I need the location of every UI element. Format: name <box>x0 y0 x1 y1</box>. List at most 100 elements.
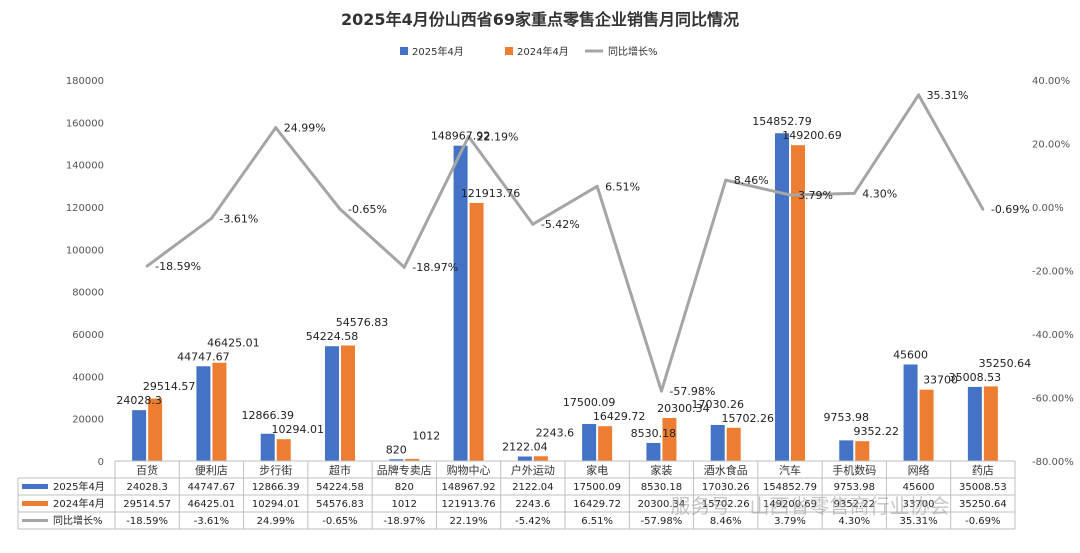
table-cell-0-0: 24028.3 <box>126 482 167 493</box>
bar-2025-11 <box>839 440 854 461</box>
bar-2024-5 <box>469 202 484 461</box>
legend-label-1: 2024年4月 <box>517 45 569 58</box>
growth-point-5 <box>467 135 471 139</box>
bar-2024-0 <box>148 398 163 461</box>
category-label-8: 家装 <box>650 463 672 477</box>
left-tick-label: 160000 <box>66 118 104 129</box>
table-cell-2-4: -18.97% <box>383 516 425 527</box>
table-cell-0-6: 2122.04 <box>512 482 553 493</box>
left-tick-label: 100000 <box>66 245 104 256</box>
bar-label-2024-2: 10294.01 <box>271 423 324 436</box>
bar-2024-2 <box>276 439 291 461</box>
category-label-12: 网络 <box>908 463 930 477</box>
bar-label-2025-3: 54224.58 <box>306 330 359 343</box>
growth-label-13: -0.69% <box>991 203 1030 216</box>
category-label-2: 步行街 <box>259 463 292 477</box>
table-cell-1-1: 46425.01 <box>188 499 236 510</box>
bar-label-2025-9: 17030.26 <box>691 398 744 411</box>
category-label-1: 便利店 <box>195 463 228 477</box>
left-tick-label: 20000 <box>72 415 104 426</box>
category-label-0: 百货 <box>136 463 158 477</box>
bar-2025-4 <box>389 459 404 461</box>
bar-2024-10 <box>791 145 805 461</box>
growth-label-10: 3.79% <box>798 189 833 202</box>
growth-point-11 <box>852 191 856 195</box>
table-cell-0-3: 54224.58 <box>316 482 364 493</box>
growth-line <box>145 93 985 393</box>
table-cell-1-7: 16429.72 <box>573 499 621 510</box>
bar-label-2024-12: 33700 <box>923 374 958 387</box>
table-row-header-2: 同比增长% <box>53 514 103 527</box>
growth-label-4: -18.97% <box>412 261 458 274</box>
table-cell-2-11: 4.30% <box>838 516 870 527</box>
bar-2024-12 <box>919 389 934 461</box>
bar-2024-8 <box>662 418 677 461</box>
bar-2025-8 <box>646 442 661 461</box>
growth-label-9: 8.46% <box>734 174 769 187</box>
growth-point-2 <box>274 126 278 130</box>
growth-label-5: 22.19% <box>477 131 519 144</box>
table-cell-1-2: 10294.01 <box>252 499 300 510</box>
growth-label-0: -18.59% <box>155 260 201 273</box>
growth-label-8: -57.98% <box>669 385 715 398</box>
table-cell-0-4: 820 <box>395 482 414 493</box>
table-cell-1-12: 33700 <box>903 499 935 510</box>
bar-label-2025-7: 17500.09 <box>563 396 616 409</box>
bar-2025-5 <box>453 145 468 461</box>
table-cell-0-5: 148967.92 <box>442 482 496 493</box>
bar-2024-7 <box>598 426 613 461</box>
growth-point-3 <box>338 207 342 211</box>
growth-label-12: 35.31% <box>927 89 969 102</box>
growth-point-13 <box>981 207 985 211</box>
bar-2025-12 <box>903 364 918 461</box>
bar-2025-6 <box>517 456 532 461</box>
bar-2024-13 <box>983 386 998 461</box>
bar-label-2024-7: 16429.72 <box>593 410 646 423</box>
data-table: 百货 便利店 步行街 超市 品牌专卖店 购物中心 户外运动 家电 家装 酒水食品 汽车 手机数码 网络 药… <box>17 460 1016 530</box>
table-cell-0-8: 8530.18 <box>641 482 682 493</box>
right-tick-label: -20.00% <box>1032 267 1074 278</box>
growth-point-6 <box>531 222 535 226</box>
bar-label-2024-0: 29514.57 <box>143 380 196 393</box>
bar-label-2025-0: 24028.3 <box>116 394 162 407</box>
bar-2025-1 <box>196 366 211 461</box>
category-label-13: 药店 <box>972 463 994 477</box>
right-tick-label: -40.00% <box>1032 330 1074 341</box>
table-cell-1-6: 2243.6 <box>515 499 550 510</box>
bar-label-2024-8: 20300.34 <box>657 402 710 415</box>
category-label-4: 品牌专卖店 <box>377 463 432 477</box>
growth-label-7: 6.51% <box>605 180 640 193</box>
left-tick-label: 120000 <box>66 203 104 214</box>
table-cell-2-9: 8.46% <box>710 516 742 527</box>
table-cell-1-4: 1012 <box>392 499 417 510</box>
category-label-7: 家电 <box>586 463 608 477</box>
bar-2025-0 <box>132 410 147 461</box>
growth-label-6: -5.42% <box>541 218 580 231</box>
left-tick-label: 140000 <box>66 161 104 172</box>
bar-label-2025-10: 154852.79 <box>752 115 812 128</box>
legend: 2025年4月 2024年4月 同比增长% <box>400 45 658 58</box>
table-cell-2-6: -5.42% <box>515 516 550 527</box>
bar-2024-4 <box>405 458 420 461</box>
bar-label-2025-6: 2122.04 <box>502 441 548 454</box>
bar-label-2025-8: 8530.18 <box>631 427 677 440</box>
left-tick-label: 80000 <box>72 288 104 299</box>
bar-2024-9 <box>726 427 741 461</box>
bar-2024-3 <box>341 345 355 461</box>
bar-label-2024-13: 35250.64 <box>979 357 1032 370</box>
table-cell-2-3: -0.65% <box>322 516 357 527</box>
bar-label-2025-11: 9753.98 <box>824 411 870 424</box>
right-tick-label: 0.00% <box>1032 203 1064 214</box>
watermark: 服务号 · 山西省零售商行业协会 <box>670 494 949 518</box>
category-label-6: 户外运动 <box>511 463 555 477</box>
category-label-11: 手机数码 <box>832 463 876 477</box>
bar-label-2024-10: 149200.69 <box>782 129 842 142</box>
legend-swatch-0 <box>400 47 408 55</box>
bar-label-2024-9: 15702.26 <box>721 412 774 425</box>
bar-label-2025-1: 44747.67 <box>177 350 230 363</box>
table-cell-1-11: 9352.22 <box>834 499 875 510</box>
right-tick-label: 20.00% <box>1032 140 1070 151</box>
growth-point-1 <box>209 216 213 220</box>
table-cell-2-5: 22.19% <box>450 516 488 527</box>
